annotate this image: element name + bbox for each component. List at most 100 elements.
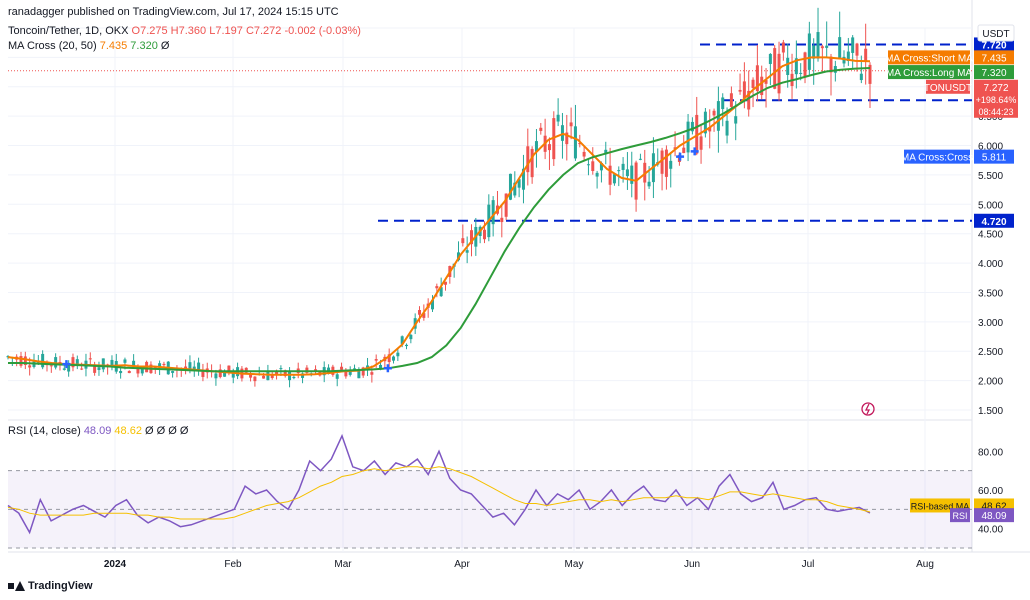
rsi-tick-label: 40.00 bbox=[978, 525, 1003, 536]
rsi-legend[interactable]: RSI (14, close) 48.09 48.62 Ø Ø Ø Ø bbox=[8, 425, 188, 437]
candle-body bbox=[23, 356, 27, 366]
long-ma-line bbox=[8, 67, 871, 373]
candle-body bbox=[669, 160, 673, 169]
bar-countdown: 08:44:23 bbox=[978, 107, 1013, 117]
candle-body bbox=[223, 371, 227, 377]
price-tick-label: 4.000 bbox=[978, 259, 1003, 270]
candle-body bbox=[690, 121, 694, 132]
candle-body bbox=[721, 97, 725, 110]
candle-body bbox=[275, 371, 279, 375]
ohlc-change: -0.002 (-0.03%) bbox=[284, 25, 361, 37]
currency-button[interactable] bbox=[977, 24, 1015, 42]
candle-body bbox=[49, 365, 53, 367]
ohlc-open: O7.275 bbox=[131, 25, 168, 37]
symbol-line[interactable]: Toncoin/Tether, 1D, OKX O7.275 H7.360 L7… bbox=[8, 25, 361, 37]
candle-body bbox=[521, 168, 525, 190]
candle-body bbox=[253, 376, 257, 382]
rsi-tick-label: 60.00 bbox=[978, 486, 1003, 497]
time-tick-label: Mar bbox=[334, 559, 352, 570]
candle-body bbox=[348, 370, 352, 375]
candle-body bbox=[682, 147, 686, 154]
flash-bolt-icon bbox=[864, 403, 871, 415]
candle-body bbox=[673, 147, 677, 149]
rsi-pane[interactable] bbox=[7, 433, 972, 549]
ma-cross-marker bbox=[676, 152, 685, 161]
candle-body bbox=[140, 368, 144, 374]
rsi-ma-value: 48.62 bbox=[981, 501, 1006, 512]
candle-body bbox=[573, 126, 577, 159]
ma-cross-marker bbox=[62, 360, 71, 369]
ma-legend-extra: Ø bbox=[160, 40, 170, 52]
candle-body bbox=[127, 370, 131, 374]
candle-body bbox=[699, 136, 703, 150]
ma-legend[interactable]: MA Cross (20, 50) 7.435 7.320 Ø bbox=[8, 40, 169, 52]
candle-body bbox=[340, 366, 344, 370]
candle-body bbox=[738, 89, 742, 92]
price-tick-label: 1.500 bbox=[978, 406, 1003, 417]
candle-body bbox=[231, 370, 235, 378]
ma-legend-short: 7.435 bbox=[99, 40, 128, 52]
candle-body bbox=[392, 356, 396, 361]
candle-body bbox=[19, 356, 23, 366]
candle-body bbox=[547, 144, 551, 151]
candle-body bbox=[435, 286, 439, 289]
rsi-value: 48.09 bbox=[981, 511, 1006, 522]
candle-body bbox=[439, 287, 443, 297]
candle-body bbox=[621, 163, 625, 170]
published-line: ranadagger published on TradingView.com,… bbox=[8, 6, 339, 18]
candle-body bbox=[846, 51, 850, 62]
candle-body bbox=[344, 371, 348, 377]
candle-body bbox=[314, 369, 318, 371]
ma-cross-marker bbox=[690, 147, 699, 156]
candle-body bbox=[868, 64, 872, 84]
candle-body bbox=[816, 32, 820, 59]
candle-body bbox=[396, 352, 400, 357]
candle-body bbox=[361, 367, 365, 376]
candle-body bbox=[461, 238, 465, 244]
flash-icon[interactable] bbox=[861, 402, 875, 416]
cross-markers bbox=[62, 147, 699, 373]
rsi-name: RSI bbox=[952, 511, 967, 521]
candle-body bbox=[374, 359, 378, 361]
candle-body bbox=[62, 368, 66, 370]
ohlc-close: C7.272 bbox=[245, 25, 282, 37]
candle-body bbox=[158, 363, 162, 368]
candle-body bbox=[28, 365, 32, 368]
candle-body bbox=[586, 164, 590, 166]
candle-body bbox=[67, 365, 71, 372]
symbol-name: TONUSDT bbox=[924, 83, 972, 94]
candle-body bbox=[647, 181, 651, 187]
candle-body bbox=[799, 72, 803, 74]
candle-body bbox=[530, 148, 534, 178]
horizontal-levels bbox=[8, 43, 972, 222]
price-tick-label: 4.500 bbox=[978, 230, 1003, 241]
candle-body bbox=[184, 366, 188, 370]
candle-body bbox=[755, 65, 759, 92]
candle-body bbox=[101, 358, 105, 370]
short-ma-value: 7.435 bbox=[981, 53, 1006, 64]
candle-body bbox=[80, 368, 84, 370]
time-tick-label: Aug bbox=[916, 559, 934, 570]
time-tick-label: 2024 bbox=[104, 559, 127, 570]
candle-body bbox=[41, 353, 45, 368]
candle-body bbox=[504, 193, 508, 217]
candle-body bbox=[387, 354, 391, 363]
tradingview-footer[interactable]: TradingView bbox=[8, 580, 93, 592]
ohlc-low: L7.197 bbox=[209, 25, 243, 37]
ma-legend-label: MA Cross (20, 50) bbox=[8, 40, 97, 52]
candle-body bbox=[729, 93, 733, 107]
candle-body bbox=[123, 359, 127, 363]
published-text: ranadagger published on TradingView.com,… bbox=[8, 6, 339, 18]
candle-body bbox=[569, 122, 573, 127]
candle-body bbox=[262, 375, 266, 379]
candle-body bbox=[270, 374, 274, 379]
candle-body bbox=[119, 371, 123, 374]
candle-body bbox=[612, 174, 616, 184]
candle-body bbox=[75, 359, 79, 366]
time-axis[interactable]: 2024 Feb Mar Apr May Jun Jul Aug bbox=[104, 559, 934, 570]
candle-body bbox=[786, 57, 790, 75]
candle-body bbox=[560, 125, 564, 141]
rsi-ma-name: RSI-based MA bbox=[911, 501, 970, 511]
